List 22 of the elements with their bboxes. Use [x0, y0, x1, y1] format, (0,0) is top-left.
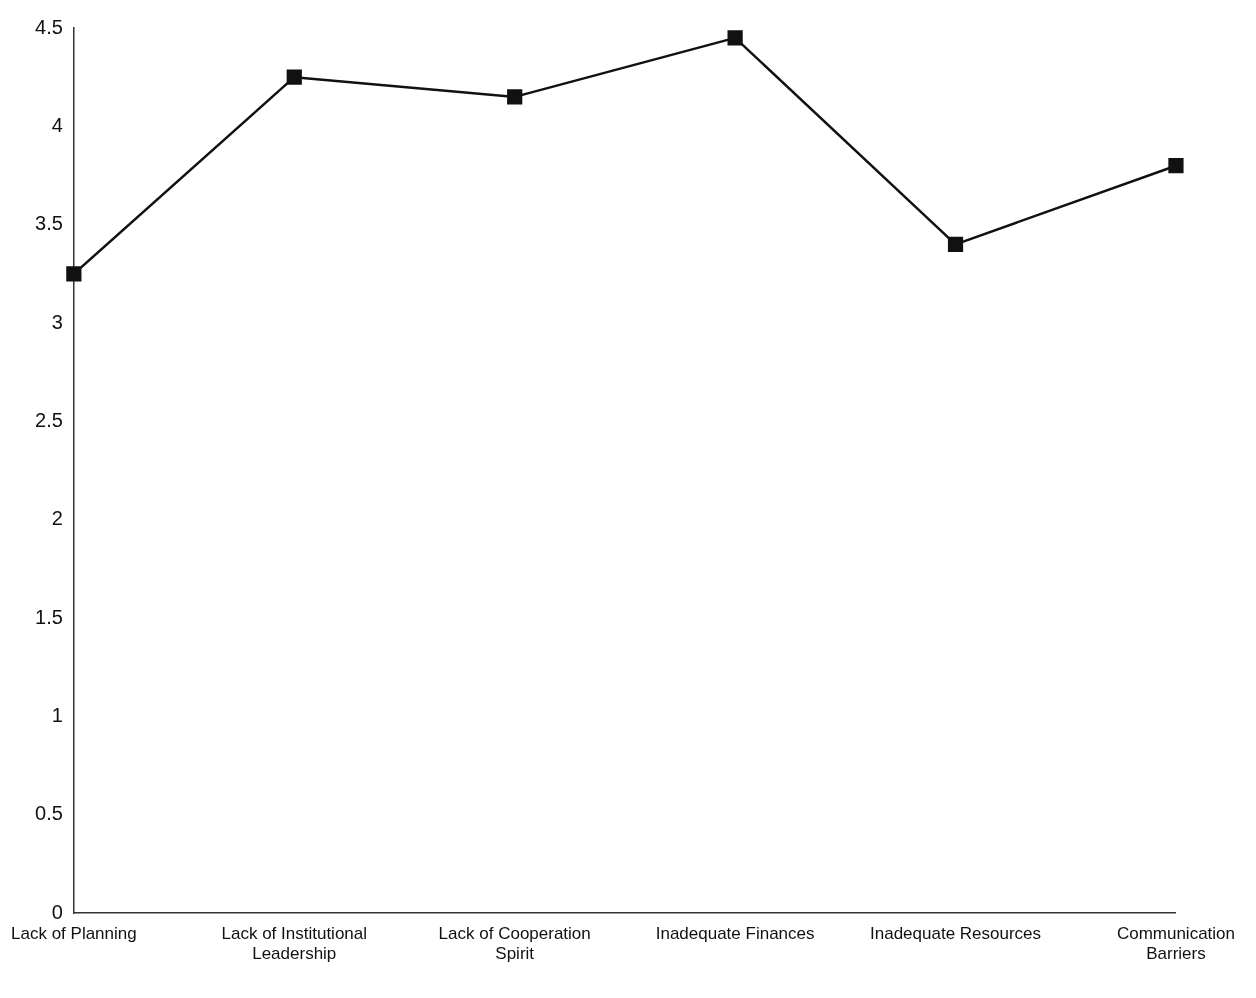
x-tick-label: Inadequate Finances [655, 924, 815, 944]
y-tick-label: 3 [51, 310, 63, 333]
point [286, 69, 302, 85]
point [66, 266, 82, 282]
x-tick-label: Inadequate Resources [870, 924, 1042, 944]
point [1168, 158, 1184, 174]
y-tick-label: 2.5 [35, 408, 63, 431]
y-tick-label: 0 [51, 900, 63, 923]
x-tick-label: Lack of Cooperation Spirit [438, 924, 591, 964]
y-tick-label: 3.5 [35, 212, 63, 235]
y-tick-label: 1 [51, 704, 63, 726]
y-tick-label: 0.5 [35, 802, 63, 825]
x-tick-label: Lack of Institutional Leadership [221, 924, 368, 964]
point [507, 89, 523, 105]
x-tick-label: Lack of Planning [11, 924, 137, 944]
y-tick-label: 4.5 [35, 15, 63, 38]
y-tick-label: 1.5 [35, 605, 63, 628]
point [727, 30, 743, 46]
x-tick-label: Communication Barriers [1116, 924, 1235, 964]
point [947, 236, 964, 252]
y-tick-label: 4 [51, 113, 63, 136]
y-tick-label: 2 [51, 507, 63, 530]
